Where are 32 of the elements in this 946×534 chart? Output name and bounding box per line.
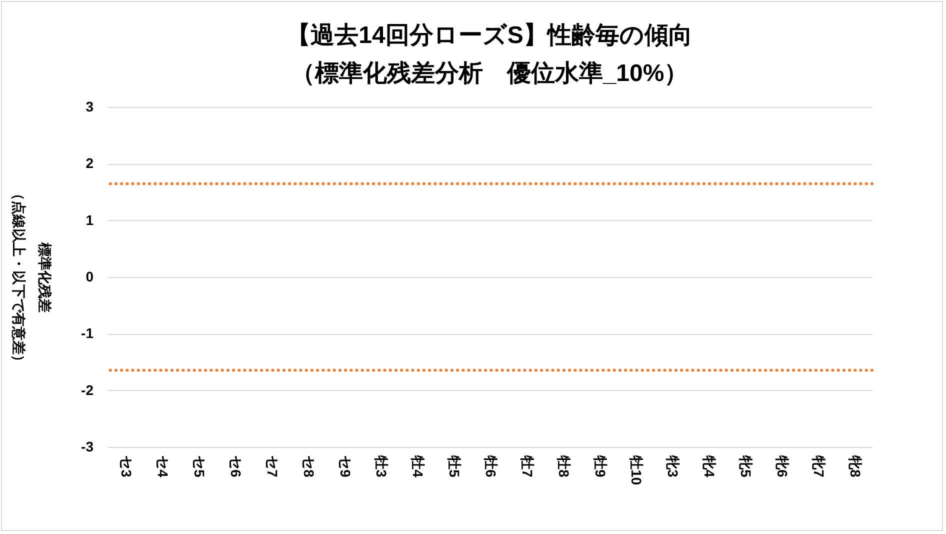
x-tick-label: 牡6 — [483, 454, 499, 478]
x-tick-label: 牝3 — [665, 454, 682, 478]
y-tick-label: 2 — [86, 155, 94, 172]
text: （点線以上・以下で有意差） — [11, 186, 28, 368]
y-axis-title: 標準化残差 — [37, 242, 54, 312]
y-tick-label: 3 — [86, 98, 94, 114]
x-tick-label: セ3 — [118, 456, 135, 478]
x-tick-label: 牝7 — [810, 454, 827, 478]
y-tick-label: -1 — [81, 325, 94, 342]
x-tick-label: セ5 — [192, 456, 208, 478]
x-tick-label: 牡5 — [446, 454, 463, 478]
chart-subtitle: （標準化残差分析 優位水準_10%） — [290, 60, 688, 87]
x-tick-label: 牝8 — [847, 454, 864, 478]
x-tick-label: 牡7 — [519, 454, 536, 478]
x-tick-label: 牡9 — [592, 454, 608, 478]
x-tick-label: セ6 — [228, 456, 244, 478]
y-tick-label: -2 — [81, 382, 94, 398]
y-tick-label: 0 — [86, 268, 94, 284]
x-tick-label: 牝6 — [774, 454, 790, 478]
x-tick-label: 牝5 — [738, 454, 754, 478]
x-tick-label: 牝4 — [702, 454, 718, 478]
x-tick-label: セ4 — [155, 456, 172, 478]
y-tick-label: -3 — [81, 438, 94, 454]
y-tick-label: 1 — [86, 212, 94, 228]
x-tick-label: セ7 — [264, 456, 280, 478]
x-tick-label: 牡3 — [374, 454, 390, 478]
x-tick-label: 牡4 — [410, 454, 426, 478]
chart-title: 【過去14回分ローズS】性齢毎の傾向 — [286, 22, 692, 49]
x-tick-label: セ8 — [300, 456, 317, 478]
x-tick-label: セ9 — [337, 456, 354, 478]
x-tick-label: 牡10 — [628, 454, 645, 486]
x-tick-label: 牡8 — [556, 454, 572, 478]
